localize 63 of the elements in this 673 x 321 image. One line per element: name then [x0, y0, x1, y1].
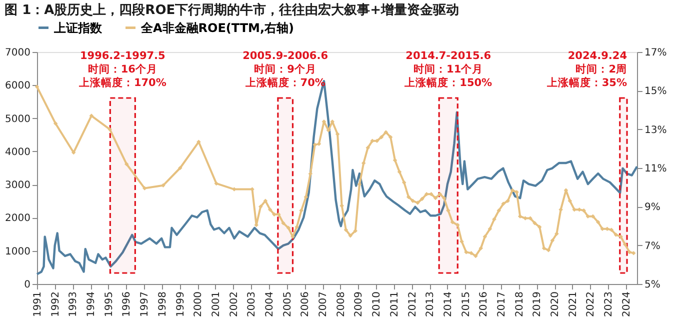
legend-label: 上证指数: [53, 20, 103, 35]
y-tick-label: 7000: [5, 48, 30, 58]
x-tick-label: 1998: [157, 292, 168, 317]
y-tick-label: 5000: [5, 114, 30, 125]
x-tick-label: 2001: [210, 292, 222, 317]
annotation: 时间：9个月: [254, 62, 316, 76]
x-tick-label: 1999: [175, 292, 186, 317]
x-tick-label: 2022: [586, 292, 597, 317]
x-tick-label: 2018: [514, 292, 526, 317]
x-tick-label: 2010: [372, 292, 383, 317]
x-tick-label: 2021: [568, 292, 579, 317]
y2-tick-label: 13%: [644, 124, 667, 136]
y-tick-label: 4000: [5, 146, 30, 158]
y-tick-label: 2000: [5, 213, 30, 224]
annotation: 上涨幅度：35%: [546, 76, 628, 89]
x-tick-label: 2013: [425, 292, 436, 317]
annotation: 时间：2周: [576, 62, 628, 76]
x-tick-label: 1994: [86, 292, 98, 317]
x-tick-label: 2008: [336, 292, 347, 317]
y-tick-label: 1000: [5, 246, 30, 258]
x-tick-label: 2019: [532, 292, 544, 317]
x-tick-label: 2002: [228, 292, 240, 317]
y-tick-label: 0: [24, 280, 30, 290]
x-tick-label: 2015: [460, 292, 472, 317]
band-label: 2024.9.24: [568, 50, 628, 62]
legend-label: 全A非金融ROE(TTM,右轴): [140, 20, 294, 35]
x-tick-label: 2009: [354, 292, 365, 317]
x-tick-label: 2005: [282, 292, 294, 317]
x-tick-label: 2003: [246, 292, 258, 317]
x-tick-label: 1993: [68, 292, 80, 317]
x-tick-label: 2006: [300, 292, 312, 317]
y-tick-label: 3000: [5, 180, 30, 192]
annotation: 时间：16个月: [88, 62, 158, 76]
x-tick-label: 2004: [264, 292, 276, 317]
annotation: 时间：11个月: [414, 62, 484, 76]
x-tick-label: 1996: [122, 292, 133, 317]
x-tick-label: 2020: [550, 292, 562, 317]
y2-tick-label: 9%: [644, 202, 660, 214]
y2-tick-label: 5%: [644, 280, 660, 290]
annotation: 上涨幅度：150%: [404, 76, 493, 89]
x-tick-label: 1991: [32, 292, 44, 317]
x-tick-label: 1995: [104, 292, 115, 317]
x-tick-label: 2017: [496, 292, 508, 317]
x-tick-label: 2014: [442, 292, 454, 317]
y2-tick-label: 11%: [644, 164, 667, 174]
x-tick-label: 2024: [621, 292, 632, 317]
y2-tick-label: 15%: [644, 86, 667, 98]
band-label: 2014.7-2015.6: [406, 50, 492, 62]
x-tick-label: 2011: [389, 292, 400, 317]
x-tick-label: 2016: [478, 292, 490, 317]
band-label: 2005.9-2006.6: [242, 50, 328, 62]
chart-title: 图 1：A股历史上，四段ROE下行周期的牛市，往往由宏大叙事+增量资金驱动: [4, 2, 460, 18]
annotation: 上涨幅度：170%: [78, 76, 167, 89]
x-tick-label: 2012: [407, 292, 418, 317]
x-tick-label: 2007: [318, 292, 330, 317]
band-label: 1996.2-1997.5: [80, 50, 166, 62]
x-tick-label: 1992: [50, 292, 62, 317]
y2-tick-label: 7%: [644, 240, 660, 252]
x-tick-label: 1997: [140, 292, 151, 317]
y2-tick-label: 17%: [644, 48, 667, 58]
y-tick-label: 6000: [5, 80, 30, 92]
x-tick-label: 2023: [604, 292, 615, 317]
x-tick-label: 2000: [193, 292, 204, 317]
